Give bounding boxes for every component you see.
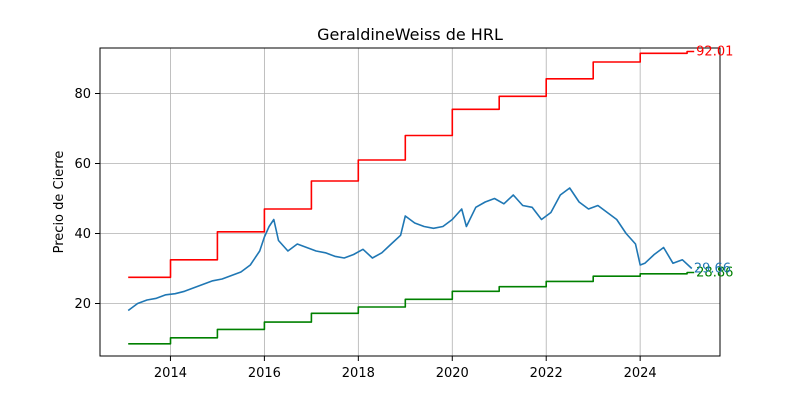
x-tick-label: 2014	[154, 366, 187, 381]
y-axis-label: Precio de Cierre	[52, 151, 67, 254]
y-tick-label: 60	[74, 157, 91, 172]
x-tick-label: 2022	[530, 366, 563, 381]
end-label-lower: 28.86	[696, 265, 733, 280]
plot-frame	[99, 47, 721, 357]
x-tick-label: 2024	[624, 366, 657, 381]
y-tick-label: 40	[74, 227, 91, 242]
x-tick-label: 2016	[248, 366, 281, 381]
series-line-lower	[128, 271, 695, 345]
end-label-price: 29.66	[694, 262, 731, 277]
x-tick-label: 2018	[342, 366, 375, 381]
series-line-upper	[128, 50, 695, 279]
x-tick-label: 2020	[436, 366, 469, 381]
grid	[100, 48, 720, 356]
end-label-upper: 92.01	[696, 44, 733, 59]
y-tick-label: 80	[74, 87, 91, 102]
series-group	[127, 50, 695, 345]
chart-title: GeraldineWeiss de HRL	[317, 25, 503, 44]
axis-ticks: 2014 2016 2018 2020 2022 2024 20 40 60 80	[74, 87, 656, 381]
y-tick-label: 20	[74, 297, 91, 312]
series-line-price	[127, 187, 693, 312]
